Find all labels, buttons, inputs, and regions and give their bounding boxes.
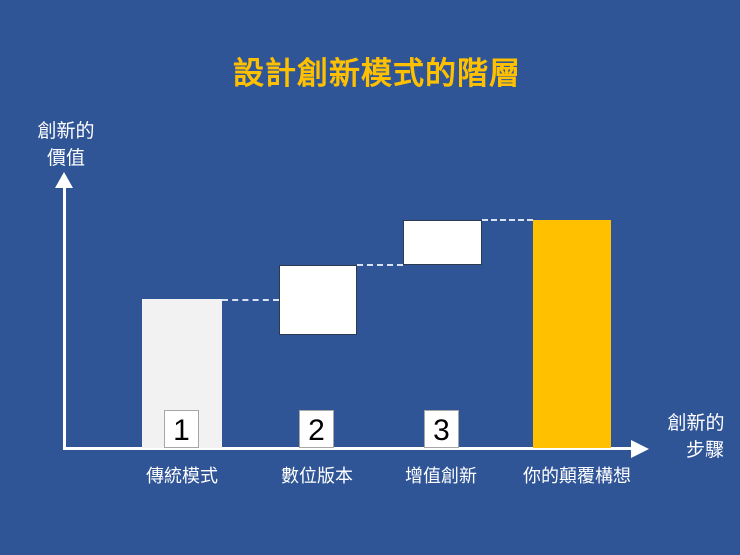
step-number-badge: 2 bbox=[299, 410, 334, 448]
dashed-connector bbox=[482, 219, 533, 221]
x-axis-label-line2: 步驟 bbox=[685, 439, 724, 461]
diagram-title: 設計創新模式的階層 bbox=[233, 56, 521, 92]
y-axis-label: 創新的 價值 bbox=[18, 118, 114, 172]
bar-disruptive-idea bbox=[533, 220, 611, 448]
dashed-connector bbox=[357, 264, 403, 266]
step-number-badge: 1 bbox=[164, 410, 199, 448]
arrow-up-icon bbox=[55, 172, 73, 188]
category-label: 你的顛覆構想 bbox=[523, 466, 631, 487]
arrow-right-icon bbox=[631, 440, 649, 458]
category-label: 數位版本 bbox=[281, 466, 353, 487]
dashed-connector bbox=[222, 299, 279, 301]
category-label: 增值創新 bbox=[405, 466, 477, 487]
x-axis-label: 創新的 步驟 bbox=[652, 410, 740, 464]
y-axis-label-line2: 價值 bbox=[46, 147, 85, 169]
x-axis-label-line1: 創新的 bbox=[667, 412, 725, 434]
x-axis-line bbox=[63, 447, 633, 450]
y-axis-line bbox=[63, 184, 66, 450]
bar-value-added-innovation bbox=[403, 220, 482, 265]
bar-digital-version bbox=[279, 265, 357, 335]
y-axis-label-line1: 創新的 bbox=[37, 120, 95, 142]
category-label: 傳統模式 bbox=[146, 466, 218, 487]
step-number-badge: 3 bbox=[424, 410, 459, 448]
